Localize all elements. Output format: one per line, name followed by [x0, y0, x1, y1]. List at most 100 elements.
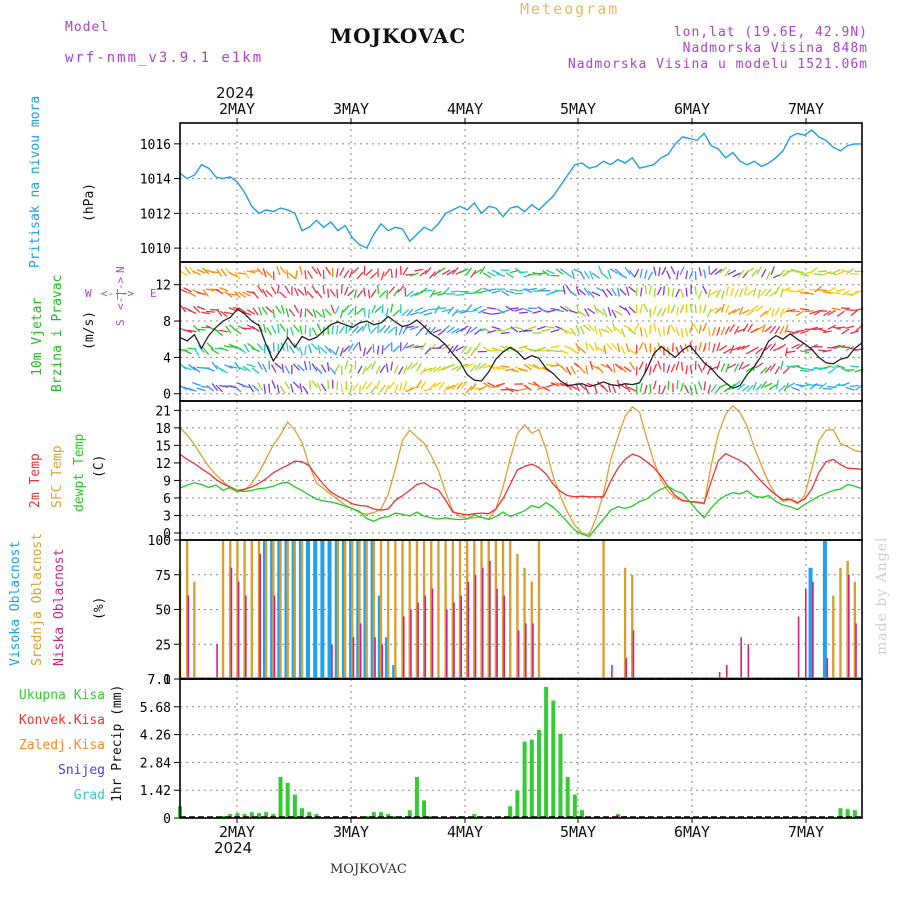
wind-arrow [404, 287, 407, 297]
wind-arrow [311, 343, 319, 351]
wind-arrow [315, 366, 323, 375]
cloud-mid-bar [516, 553, 519, 679]
legend-freezing-rain: Zaledj.Kisa [18, 738, 105, 753]
wind-arrow [367, 309, 371, 319]
wind-arrow [379, 384, 386, 393]
precip-total-bar [845, 809, 850, 818]
wind-arrow [627, 348, 637, 355]
wind-arrow [738, 288, 744, 298]
wind-arrow [219, 347, 229, 352]
wind-arrow [702, 304, 707, 314]
wind-arrow [774, 365, 781, 375]
wind-arrow [206, 342, 214, 350]
wind-arrow [423, 289, 433, 292]
wind-arrow [447, 345, 454, 354]
wind-arrow [201, 311, 211, 315]
wind-arrow [405, 387, 415, 393]
wind-arrow [437, 292, 447, 296]
wind-arrow [681, 361, 684, 371]
wind-arrow [482, 272, 492, 279]
wind-arrow [685, 365, 688, 375]
y-tick-label: 4 [163, 351, 171, 366]
x-label-bottom: 7MAY [788, 823, 824, 841]
wind-arrow [294, 287, 299, 297]
wind-arrow [334, 364, 341, 373]
wind-arrow [575, 286, 580, 296]
wind-arrow [689, 365, 693, 375]
wind-arrow [356, 289, 364, 298]
precip-total-bar [221, 816, 226, 818]
wind-arrow [276, 266, 281, 276]
wind-arrow [694, 384, 698, 394]
wind-arrow [237, 347, 247, 354]
wind-arrow [653, 287, 656, 298]
precip-total-bar [249, 812, 254, 818]
wind-arrow [541, 386, 551, 392]
wind-arrow [380, 271, 385, 281]
wind-arrow [732, 346, 741, 351]
wind-arrow [316, 267, 322, 277]
wind-arrow [327, 380, 330, 390]
wind-arrow [478, 308, 487, 314]
wind-arrow [536, 287, 546, 292]
wind-arrow [223, 345, 233, 348]
wind-arrow [709, 307, 719, 313]
wind-arrow [720, 326, 726, 336]
wind-arrow [381, 345, 384, 355]
wind-arrow [304, 345, 307, 355]
wind-arrow [322, 309, 326, 319]
wind-arrow [584, 385, 590, 395]
wind-arrow [649, 324, 652, 334]
wind-arrow [265, 289, 273, 298]
wind-arrow [616, 343, 621, 353]
wind-arrow [410, 362, 419, 370]
wind-arrow [518, 311, 528, 314]
wind-arrow [746, 384, 754, 393]
y-tick-label: 9 [163, 474, 171, 489]
wind-arrow [271, 325, 277, 334]
wind-arrow [225, 325, 232, 334]
wind-arrow [362, 366, 367, 375]
wind-arrow [402, 267, 409, 276]
wind-arrow [831, 307, 841, 311]
wind-arrow [383, 343, 391, 351]
wind-arrow [432, 291, 442, 295]
legend-snow: Snijeg [58, 763, 105, 778]
wind-arrow [402, 365, 408, 375]
wind-arrow [523, 288, 533, 294]
wind-arrow [500, 365, 510, 368]
precip-total-bar [551, 700, 556, 818]
cloud-mid-bar [279, 540, 282, 679]
wind-arrow [760, 380, 767, 389]
wind-arrow [840, 382, 850, 387]
wind-arrow [491, 312, 501, 315]
wind-arrow [606, 288, 613, 297]
wind-arrow [293, 324, 300, 333]
wind-arrow [256, 343, 264, 351]
wind-arrow [385, 308, 389, 318]
precip-total-bar [271, 814, 276, 818]
wind-arrow [478, 363, 487, 370]
wind-arrow [598, 328, 603, 338]
wind-arrow [596, 308, 605, 316]
wind-arrow [487, 271, 496, 277]
wind-arrow [251, 384, 260, 392]
wind-arrow [715, 289, 722, 298]
wind-arrow [179, 304, 187, 313]
wind-arrow [564, 329, 574, 335]
wind-arrow [741, 385, 750, 392]
wind-arrow [252, 291, 259, 299]
wind-arrow [292, 381, 301, 389]
wind-arrow [424, 267, 432, 275]
wind-arrow [689, 324, 694, 334]
wind-arrow [196, 387, 206, 392]
wind-arrow [447, 306, 455, 315]
wind-arrow [482, 382, 492, 389]
wind-arrow [800, 329, 810, 335]
precip-total-bar [558, 733, 563, 818]
wind-arrow [331, 325, 334, 335]
wind-arrow [233, 385, 242, 393]
wind-arrow [451, 327, 460, 334]
wind-arrow [280, 304, 285, 314]
wind-arrow [532, 310, 542, 314]
